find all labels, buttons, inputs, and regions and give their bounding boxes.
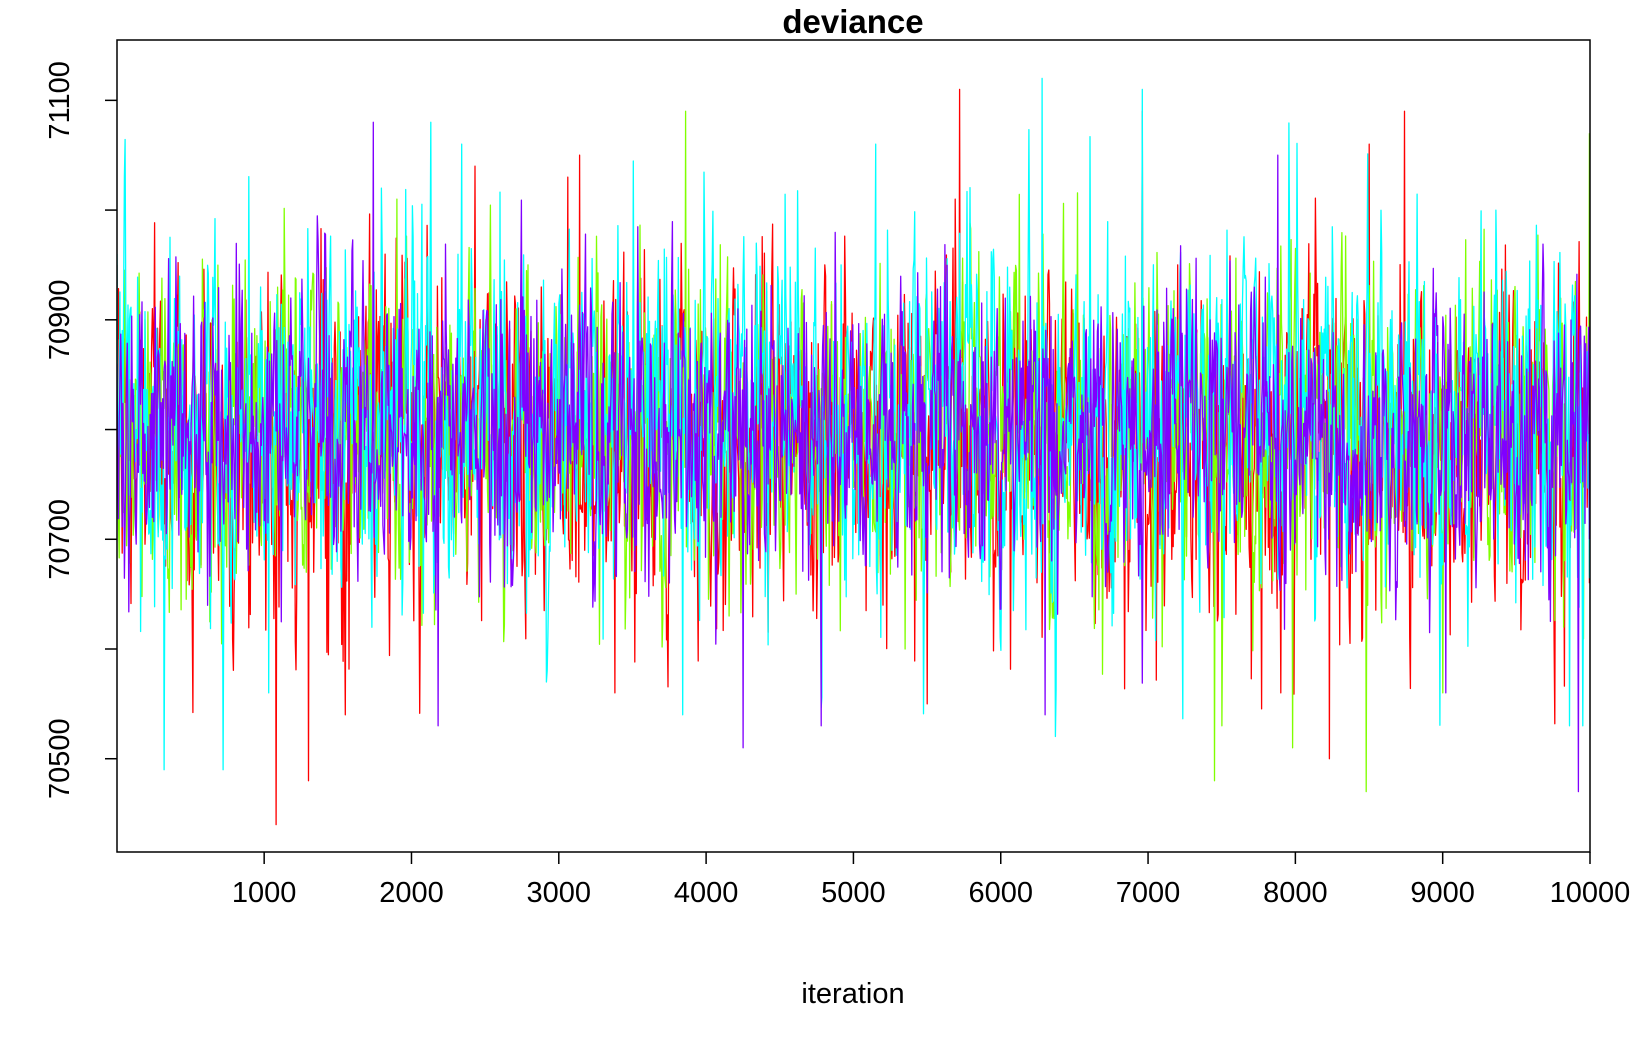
x-tick-label: 4000: [674, 877, 739, 909]
x-tick-label: 10000: [1550, 877, 1631, 909]
y-tick-label: 71100: [44, 61, 76, 140]
x-axis: 1000 2000 3000 4000 5000 6000 7000 8000 9000 1000…: [232, 852, 1630, 909]
x-tick-label: 9000: [1410, 877, 1475, 909]
y-tick-label: 70500: [44, 718, 76, 799]
y-tick-label: 70900: [44, 279, 76, 360]
x-tick-label: 6000: [968, 877, 1033, 909]
series-layer: [117, 77, 1590, 826]
x-tick-label: 1000: [232, 877, 297, 909]
x-tick-label: 7000: [1116, 877, 1181, 909]
y-axis: 70500 70700 70900 71100: [44, 61, 117, 799]
y-tick-label: 70700: [44, 499, 76, 580]
chart-title: deviance: [782, 3, 923, 40]
x-tick-label: 5000: [821, 877, 886, 909]
x-tick-label: 2000: [379, 877, 444, 909]
series-line-4: [117, 121, 1590, 793]
x-tick-label: 3000: [527, 877, 592, 909]
x-axis-title: iteration: [801, 978, 904, 1010]
x-tick-label: 8000: [1263, 877, 1328, 909]
